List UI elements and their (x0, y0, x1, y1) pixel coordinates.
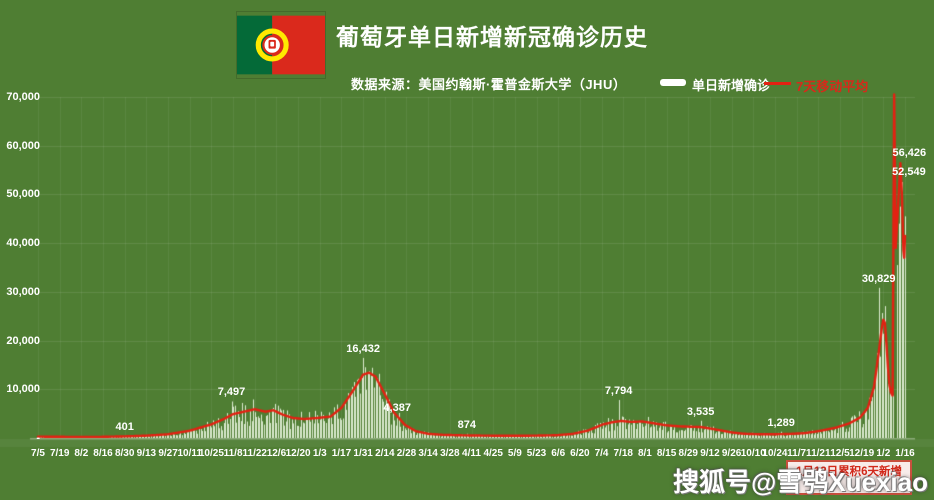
x-axis-label: 2/14 (375, 448, 395, 459)
data-label: 3,535 (686, 405, 715, 418)
event-callout-box: 1月12日累积6天新增 (786, 460, 912, 495)
x-axis-label: 9/27 (158, 448, 178, 459)
x-axis-label: 5/23 (526, 448, 547, 459)
y-axis-label: 50,000 (6, 188, 40, 201)
x-axis-label: 8/2 (74, 448, 89, 459)
x-axis-label: 9/12 (700, 448, 720, 459)
x-axis-label: 3/14 (418, 448, 438, 459)
x-axis-label: 8/15 (656, 448, 677, 459)
legend-line-label: 7天移动平均 (796, 79, 869, 94)
y-axis-label: 70,000 (6, 91, 40, 103)
x-axis-label: 11/7 (787, 448, 807, 459)
legend-bar-label: 单日新增确诊 (692, 78, 771, 93)
x-axis-label: 1/17 (331, 448, 352, 459)
y-axis-label: 60,000 (6, 139, 40, 152)
y-axis-label: 10,000 (6, 383, 40, 396)
y-axis-label: 20,000 (6, 334, 40, 347)
x-axis-label: 9/13 (136, 448, 157, 459)
x-axis-label: 7/18 (613, 448, 633, 459)
x-axis-label: 2/28 (396, 448, 417, 459)
x-axis-label: 3/28 (440, 448, 460, 459)
x-axis-label: 4/25 (483, 448, 503, 459)
watermark: 搜狐号@雪鸮Xuexiao (672, 467, 928, 497)
data-label: 56,426 (892, 147, 927, 160)
x-axis-label: 1/3 (312, 448, 327, 459)
x-axis-label: 10/25 (198, 448, 224, 459)
data-source-label: 数据来源：美国约翰斯·霍普金斯大学（JHU） (351, 77, 627, 92)
data-label: 7,497 (217, 386, 246, 399)
x-axis-label: 7/4 (594, 448, 609, 459)
x-axis-label: 11/21 (806, 448, 831, 459)
legend-bar-swatch-icon (660, 79, 686, 86)
x-axis-label: 12/6 (266, 448, 287, 459)
x-axis-label: 10/10 (740, 448, 766, 459)
data-label: 401 (115, 421, 134, 434)
x-axis-label: 1/16 (895, 448, 915, 459)
x-axis-label: 4/11 (462, 448, 481, 459)
data-label: 874 (457, 418, 477, 431)
x-axis-label: 1/31 (353, 448, 373, 459)
x-axis-label: 8/30 (114, 448, 135, 459)
y-axis-label: 40,000 (6, 237, 40, 250)
portugal-flag-icon (237, 15, 325, 75)
x-axis-label: 10/11 (177, 448, 202, 459)
x-axis-label: 8/29 (678, 448, 698, 459)
page-title: 葡萄牙单日新增新冠确诊历史 (336, 24, 648, 50)
data-label: 4,387 (383, 401, 411, 414)
legend-line-swatch-icon (764, 82, 791, 85)
x-axis-label: 7/5 (31, 448, 45, 459)
data-label: 1,289 (767, 416, 795, 429)
x-axis-label: 7/19 (49, 448, 70, 459)
x-axis-label: 10/24 (762, 448, 788, 459)
event-callout-text: 1月12日累积6天新增 (795, 466, 903, 478)
x-axis-label: 11/8 (223, 448, 243, 459)
data-label: 16,432 (346, 342, 380, 355)
x-axis-label: 8/1 (637, 448, 652, 459)
x-axis-label: 9/26 (721, 448, 742, 459)
x-axis-label: 8/16 (93, 448, 113, 459)
x-axis-label: 12/5 (830, 448, 850, 459)
y-axis-label: 30,000 (6, 285, 40, 298)
x-axis-label: 12/19 (849, 448, 875, 459)
data-label: 30,829 (861, 272, 896, 285)
x-axis-label: 6/6 (551, 448, 566, 459)
x-axis-label: 6/20 (570, 448, 590, 459)
data-label: 52,549 (892, 166, 926, 178)
x-axis-label: 5/9 (507, 448, 522, 459)
y-axis-label: - (36, 432, 40, 444)
data-label: 7,794 (604, 385, 633, 398)
x-axis-label: 1/2 (876, 448, 891, 459)
x-axis-label: 11/22 (242, 448, 267, 459)
x-axis-label: 12/20 (285, 448, 311, 459)
